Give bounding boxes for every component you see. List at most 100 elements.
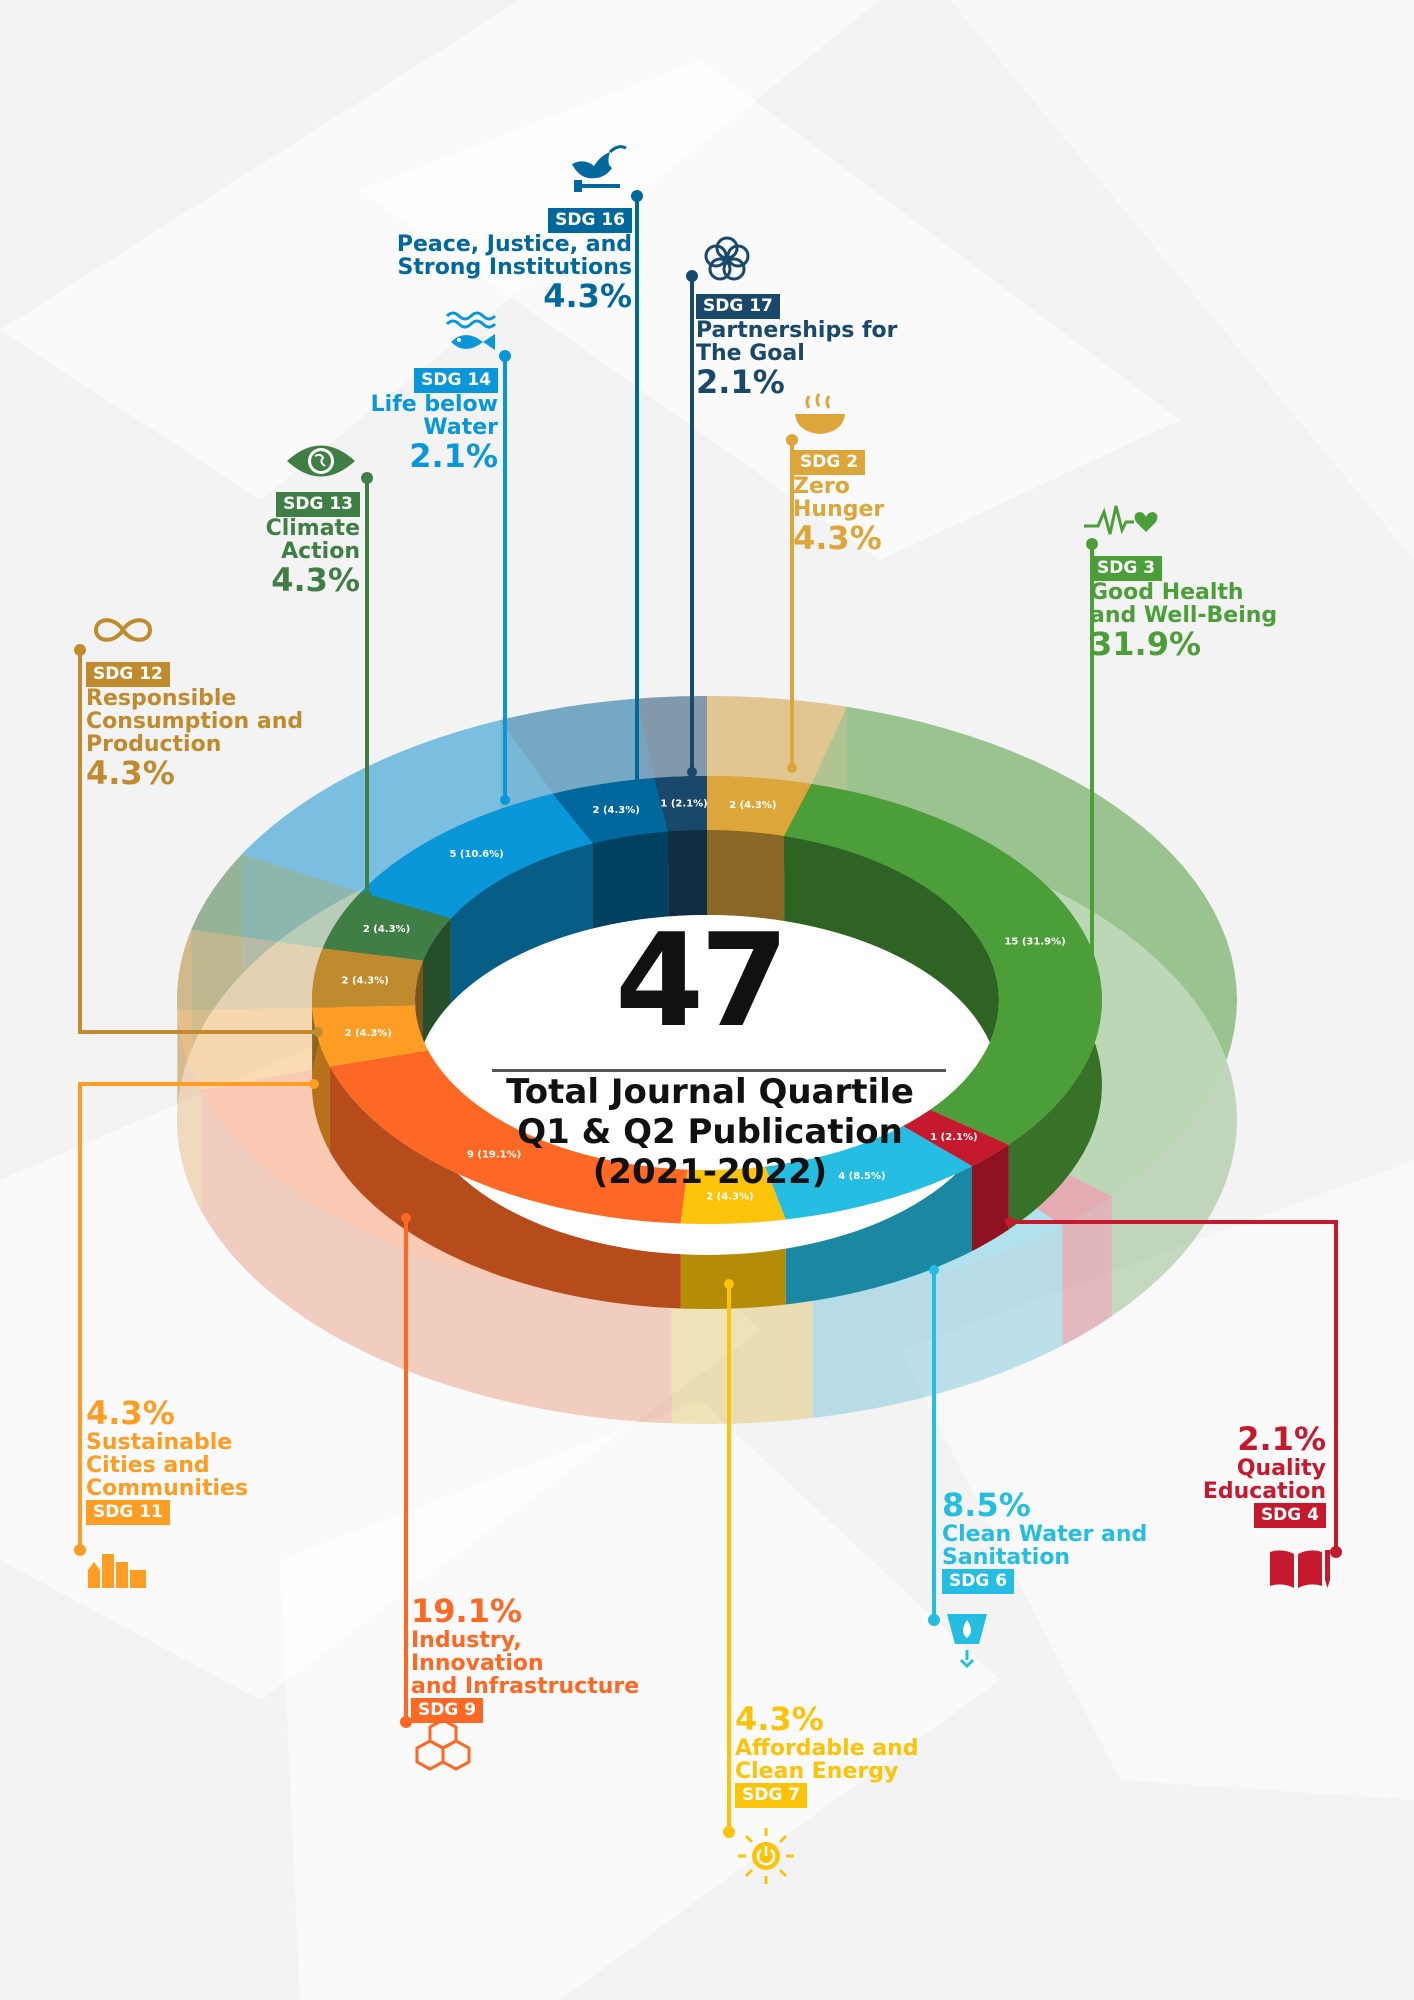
sdg9-name-line-2: and Infrastructure	[411, 1674, 640, 1699]
leader-dot-start-sdg9	[401, 1213, 411, 1223]
leader-dot-end-sdg3	[1086, 538, 1098, 550]
leader-dot-start-sdg11	[309, 1079, 319, 1089]
sdg6-name-line-2: Sanitation	[942, 1545, 1071, 1570]
leader-dot-start-sdg13	[362, 891, 372, 901]
eye-globe-icon	[287, 445, 355, 477]
sdg13-percent: 4.3%	[271, 561, 360, 599]
slice-sdg7	[680, 1166, 786, 1224]
sdg6-name-line-1: Clean Water and	[942, 1522, 1148, 1547]
sdg17-percent: 2.1%	[696, 363, 785, 401]
sdg11-percent: 4.3%	[86, 1394, 175, 1432]
callout-sdg2: SDG 2 Zero Hunger 4.3%	[793, 450, 953, 556]
slice-label-sdg7: 2 (4.3%)	[706, 1192, 753, 1203]
sdg4-name-line-1: Quality	[1236, 1456, 1326, 1481]
leader-dot-end-sdg11	[74, 1544, 86, 1556]
inner-outer-wall-sdg6	[785, 1166, 972, 1305]
leader-dot-start-sdg3	[1087, 963, 1097, 973]
inner-hole-wall-sdg14	[450, 843, 593, 1004]
outer-side-sdg14	[242, 720, 501, 974]
outer-side-sdg7	[671, 1297, 813, 1424]
slice-label-sdg16: 2 (4.3%)	[593, 805, 640, 816]
outer-side-sdg4	[1062, 1196, 1112, 1346]
leader-line-sdg12	[78, 650, 318, 1034]
center-divider	[492, 1069, 946, 1072]
sdg11-name-line-3: Communities	[86, 1476, 249, 1501]
outer-top-sdg14	[242, 720, 553, 893]
heartbeat-icon	[1084, 505, 1158, 535]
leader-dot-end-sdg2	[786, 434, 798, 446]
sdg14-name-line-1: Life below	[370, 392, 498, 417]
leader-line-sdg4	[1010, 1220, 1338, 1552]
sdg16-name-line-1: Peace, Justice, and	[396, 232, 632, 257]
slice-label-sdg13: 2 (4.3%)	[363, 924, 410, 935]
callout-sdg6: 8.5% Clean Water and Sanitation SDG 6	[942, 1488, 1162, 1594]
outer-top-sdg11	[177, 1007, 330, 1091]
sdg12-percent: 4.3%	[86, 754, 175, 792]
sdg2-name-line-1: Zero	[793, 474, 850, 499]
leader-dot-end-sdg12	[74, 644, 86, 656]
sdg4-name-line-2: Education	[1202, 1479, 1326, 1504]
inner-hole-wall-sdg13	[423, 918, 451, 1046]
sdg7-name-line-1: Affordable and	[735, 1736, 919, 1761]
outer-side-sdg12	[177, 929, 192, 1131]
sdg9-tag: SDG 9	[411, 1698, 484, 1723]
leader-dot-start-sdg16	[632, 787, 642, 797]
sdg9-name-line-1: Industry, Innovation	[411, 1628, 544, 1676]
callout-sdg9: 19.1% Industry, Innovation and Infrastru…	[411, 1594, 651, 1723]
leader-dot-end-sdg17	[686, 270, 698, 282]
sdg17-name-line-2: The Goal	[696, 341, 805, 366]
sdg16-tag: SDG 16	[548, 208, 632, 233]
slice-label-sdg17: 1 (2.1%)	[660, 798, 707, 809]
sdg3-name-line-2: and Well-Being	[1090, 603, 1278, 628]
callout-sdg17: SDG 17 Partnerships for The Goal 2.1%	[696, 294, 916, 400]
dove-gavel-icon	[572, 145, 627, 192]
slice-label-sdg9: 9 (19.1%)	[467, 1150, 521, 1161]
total-count: 47	[614, 907, 789, 1056]
inner-hole-wall-sdg17	[668, 830, 707, 917]
leader-dot-start-sdg17	[687, 767, 697, 777]
sdg4-percent: 2.1%	[1237, 1420, 1326, 1458]
sdg9-percent: 19.1%	[411, 1592, 523, 1630]
rings-flower-icon	[704, 236, 750, 281]
slice-label-sdg12: 2 (4.3%)	[342, 975, 389, 986]
sdg16-name-line-2: Strong Institutions	[397, 255, 632, 280]
chart-title-line-3: (2021-2022)	[592, 1152, 828, 1192]
chart-title: Total Journal Quartile Q1 & Q2 Publicati…	[460, 1072, 960, 1192]
outer-top-sdg13	[191, 853, 361, 949]
sdg3-tag: SDG 3	[1090, 556, 1163, 581]
callout-sdg14: SDG 14 Life below Water 2.1%	[340, 368, 498, 474]
leader-dot-end-sdg16	[631, 190, 643, 202]
sdg6-percent: 8.5%	[942, 1486, 1031, 1524]
sdg2-name-line-2: Hunger	[793, 497, 885, 522]
slice-sdg3	[784, 784, 1102, 1145]
sdg13-tag: SDG 13	[276, 492, 360, 517]
sdg14-name-line-2: Water	[423, 415, 498, 440]
slice-sdg17	[654, 776, 707, 832]
slice-sdg14	[360, 793, 593, 919]
callout-sdg13: SDG 13 Climate Action 4.3%	[220, 492, 360, 598]
outer-side-sdg6	[812, 1225, 1063, 1418]
inner-outer-wall-sdg4	[972, 1144, 1009, 1252]
outer-top-sdg16	[500, 698, 655, 794]
slice-sdg13	[322, 892, 451, 961]
callout-sdg4: 2.1% Quality Education SDG 4	[1170, 1422, 1326, 1528]
outer-side-sdg13	[191, 853, 243, 1050]
leader-dot-start-sdg7	[724, 1279, 734, 1289]
chart-title-line-2: Q1 & Q2 Publication	[517, 1112, 903, 1152]
sdg16-percent: 4.3%	[543, 277, 632, 315]
sdg7-percent: 4.3%	[735, 1700, 824, 1738]
callout-sdg3: SDG 3 Good Health and Well-Being 31.9%	[1090, 556, 1310, 662]
sdg3-percent: 31.9%	[1090, 625, 1202, 663]
sdg11-name-line-2: Cities and	[86, 1453, 210, 1478]
inner-hole-wall-sdg2	[707, 830, 785, 921]
inner-hole-wall-sdg16	[593, 831, 669, 929]
outer-top-sdg17	[636, 696, 707, 778]
outer-side-sdg11	[177, 1010, 201, 1211]
sdg12-name-line-3: Production	[86, 732, 222, 757]
city-buildings-icon	[88, 1554, 146, 1588]
sdg17-tag: SDG 17	[696, 294, 780, 319]
bowl-icon	[795, 393, 845, 434]
sdg2-percent: 4.3%	[793, 519, 882, 557]
slice-sdg12	[312, 948, 423, 1008]
